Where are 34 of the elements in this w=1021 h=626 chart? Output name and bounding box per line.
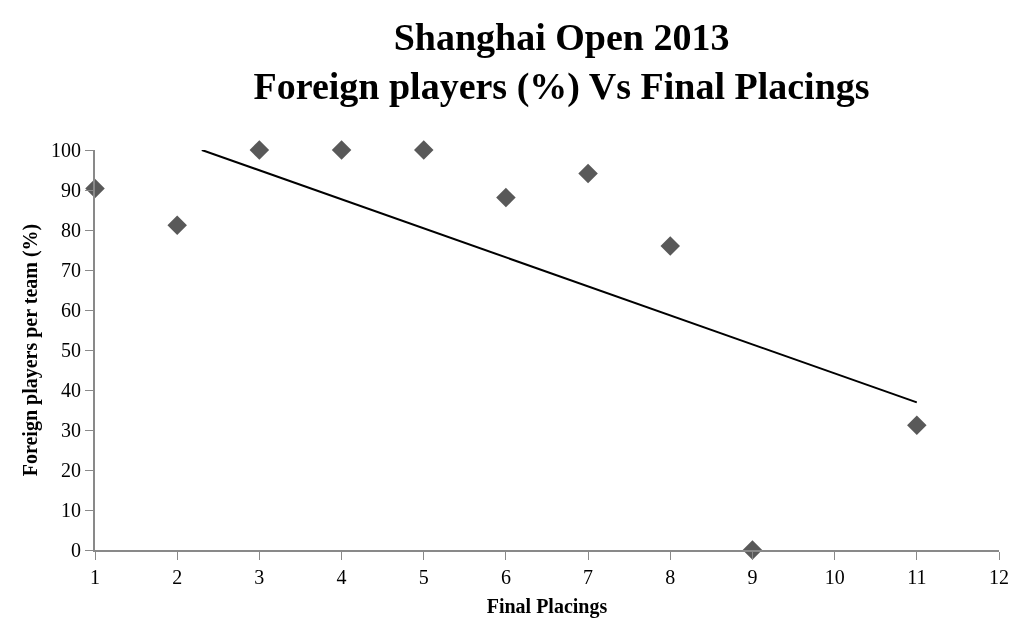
y-tick-label: 20 xyxy=(61,459,81,481)
y-tick-label: 40 xyxy=(61,379,81,401)
y-tick-label: 70 xyxy=(61,259,81,281)
chart-title: Shanghai Open 2013 Foreign players (%) Vs Final Placings xyxy=(253,16,870,109)
y-axis-title: Foreign players per team (%) xyxy=(19,223,42,477)
point xyxy=(578,163,598,184)
x-tick-label: 3 xyxy=(254,566,265,588)
x-tick-label: 5 xyxy=(418,566,429,588)
x-tick-label: 9 xyxy=(747,566,758,588)
y-tick-label: 60 xyxy=(61,299,81,321)
x-tick-label: 4 xyxy=(336,566,347,588)
x-tick-label: 7 xyxy=(583,566,594,588)
x-tick-label: 2 xyxy=(172,566,183,588)
point xyxy=(413,140,434,160)
point xyxy=(496,187,516,208)
point xyxy=(167,215,187,235)
point xyxy=(249,140,270,160)
x-axis-title: Final Placings xyxy=(486,595,608,618)
y-tick-label: 10 xyxy=(61,499,81,521)
y-tick-label: 50 xyxy=(61,339,81,361)
y-tick-label: 0 xyxy=(71,539,81,561)
x-tick-label: 10 xyxy=(824,566,845,588)
x-tick-label: 8 xyxy=(665,566,676,588)
point xyxy=(660,236,681,256)
y-tick-label: 90 xyxy=(61,179,81,201)
y-tick-label: 80 xyxy=(61,219,81,241)
x-tick-label: 12 xyxy=(989,566,1009,588)
y-tick-label: 30 xyxy=(61,419,81,441)
point xyxy=(331,140,352,160)
point xyxy=(907,415,927,435)
x-tick-label: 6 xyxy=(500,566,511,588)
x-tick-label: 1 xyxy=(90,566,100,588)
x-tick-label: 11 xyxy=(907,566,927,588)
y-tick-label: 100 xyxy=(51,139,81,161)
